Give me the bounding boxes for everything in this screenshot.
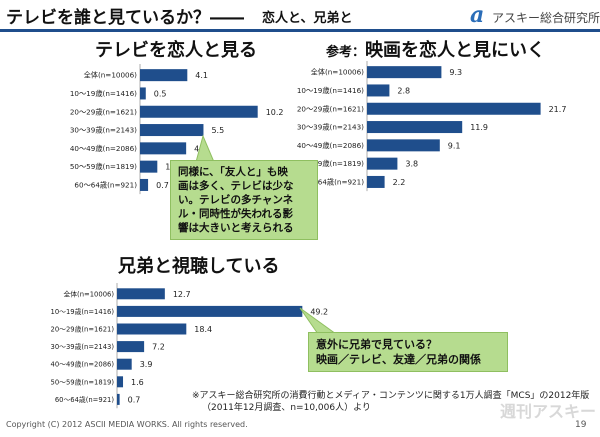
callout-line: 画は多く、テレビは少な (178, 180, 294, 192)
callout-friends: 同様に、「友人と」も映 画は多く、テレビは少な い。テレビの多チャンネ ル・同時… (170, 160, 318, 240)
bar (367, 84, 390, 97)
value-label: 0.7 (128, 395, 141, 404)
chart-title-movie-main: 映画を恋人と見にいく (365, 40, 546, 61)
ascii-logo-icon: a (470, 2, 485, 28)
callout-line: 意外に兄弟で見ている？ (316, 338, 437, 351)
page-subtitle: 恋人と、兄弟と (262, 11, 353, 26)
category-label: 50～59歳(n=1819) (70, 162, 137, 171)
bar (117, 376, 124, 388)
bar (140, 160, 158, 173)
category-label: 20～29歳(n=1621) (51, 325, 115, 334)
bar (117, 341, 145, 353)
bar (117, 393, 120, 405)
category-label: 60～64歳(n=921) (74, 180, 137, 189)
category-label: 40～49歳(n=2086) (297, 141, 364, 150)
callout-line: ル・同時性が失われる影 (178, 208, 293, 220)
category-label: 10～19歳(n=1416) (297, 86, 364, 95)
value-label: 1.6 (131, 378, 144, 387)
bar (367, 66, 442, 79)
watermark: 週刊アスキー (500, 402, 597, 421)
bar (367, 157, 398, 170)
value-label: 7.2 (152, 343, 165, 352)
value-label: 11.9 (470, 123, 488, 132)
category-label: 40～49歳(n=2086) (70, 144, 137, 153)
value-label: 3.8 (405, 160, 418, 169)
category-label: 20～29歳(n=1621) (70, 107, 137, 116)
bar (117, 305, 303, 317)
value-label: 2.8 (397, 86, 410, 95)
bar (367, 139, 440, 152)
callout-siblings: 意外に兄弟で見ている？ 映画／テレビ、友達／兄弟の関係 (308, 332, 508, 372)
value-label: 0.5 (154, 89, 167, 98)
reference-prefix: 参考： (326, 45, 366, 60)
value-label: 2.2 (393, 178, 406, 187)
category-label: 60～64歳(n=921) (55, 395, 115, 404)
bar (140, 87, 146, 100)
value-label: 49.2 (310, 307, 328, 316)
category-label: 50～59歳(n=1819) (297, 159, 364, 168)
chart-title-movie-lover: 参考：映画を恋人と見にいく (326, 36, 545, 62)
value-label: 5.5 (211, 126, 224, 135)
footnote-line-2: （2011年12月調査、n=10,006人）より (202, 403, 371, 413)
category-label: 60～64歳(n=921) (301, 177, 364, 186)
value-label: 9.3 (449, 68, 462, 77)
bar (367, 121, 463, 134)
category-label: 20～29歳(n=1621) (297, 104, 364, 113)
value-label: 21.7 (549, 105, 567, 114)
page-title: テレビを誰と見ているか？―― (6, 8, 244, 28)
callout-line: い。テレビの多チャンネ (178, 194, 294, 206)
brand-name: アスキー総合研究所 (492, 11, 600, 25)
value-label: 9.1 (448, 141, 461, 150)
header-bar: テレビを誰と見ているか？―― 恋人と、兄弟と a アスキー総合研究所 (0, 0, 600, 32)
bar (117, 323, 187, 335)
bar (140, 124, 204, 137)
category-label: 全体(n=10006) (311, 68, 365, 77)
category-label: 40～49歳(n=2086) (51, 360, 115, 369)
value-label: 0.7 (156, 181, 169, 190)
category-label: 50～59歳(n=1819) (51, 377, 115, 386)
chart-title-tv-lover: テレビを恋人と見る (95, 40, 257, 61)
bar (367, 102, 541, 115)
category-label: 30～39歳(n=2143) (70, 126, 137, 135)
category-label: 10～19歳(n=1416) (70, 89, 137, 98)
callout-line: 響は大きいと考えられる (178, 222, 294, 234)
bar (117, 358, 132, 370)
footnote: ※アスキー総合研究所の消費行動とメディア・コンテンツに関する1万人調査「MCS」… (192, 390, 589, 414)
value-label: 3.9 (140, 360, 153, 369)
category-label: 全体(n=10006) (84, 71, 138, 80)
value-label: 18.4 (194, 325, 212, 334)
category-label: 10～19歳(n=1416) (51, 307, 115, 316)
callout-line: 同様に、「友人と」も映 (178, 166, 288, 178)
bar (140, 142, 187, 155)
chart-title-siblings: 兄弟と視聴している (118, 256, 280, 277)
category-label: 30～39歳(n=2143) (297, 123, 364, 132)
callout-line: 映画／テレビ、友達／兄弟の関係 (316, 353, 481, 366)
copyright: Copyright (C) 2012 ASCII MEDIA WORKS. Al… (6, 420, 248, 429)
bar (117, 288, 165, 300)
bar (367, 175, 385, 188)
value-label: 12.7 (173, 290, 191, 299)
footnote-line-1: ※アスキー総合研究所の消費行動とメディア・コンテンツに関する1万人調査「MCS」… (192, 391, 590, 401)
bar (140, 105, 258, 118)
category-label: 全体(n=10006) (63, 289, 114, 298)
bar (140, 178, 149, 191)
page-number: 19 (575, 420, 587, 430)
category-label: 30～39歳(n=2143) (51, 342, 115, 351)
bar (140, 69, 188, 82)
value-label: 10.2 (266, 108, 284, 117)
value-label: 4.1 (195, 71, 208, 80)
